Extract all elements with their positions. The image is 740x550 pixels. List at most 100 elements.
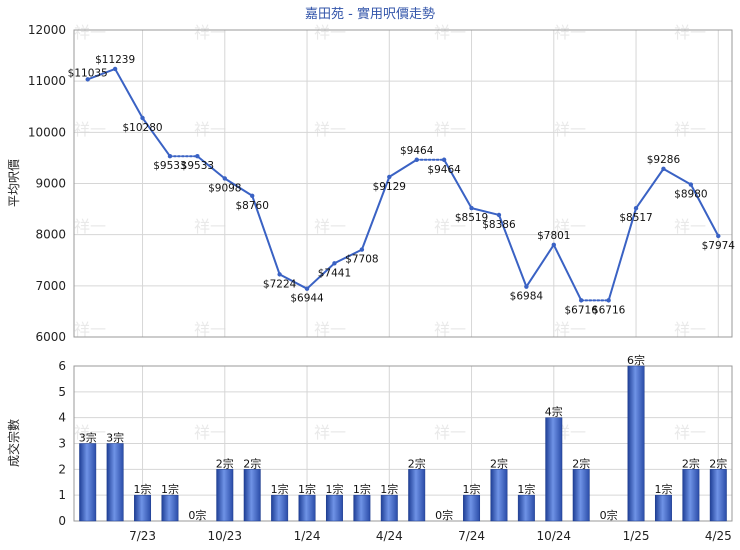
x-tick-label: 4/24 [376, 529, 403, 543]
price-point [414, 157, 419, 162]
volume-bar-label: 1宗 [353, 482, 371, 496]
watermark-text: 祥一 [554, 120, 586, 139]
price-point [524, 284, 529, 289]
price-line-segment [114, 67, 144, 120]
x-tick-label: 7/24 [458, 529, 485, 543]
volume-bar [271, 494, 289, 522]
price-y-tick-label: 8000 [35, 228, 66, 242]
watermark-text: 祥一 [674, 23, 706, 42]
volume-y-ticks: 0 1 2 3 4 5 6 [58, 359, 66, 528]
price-line-segment [278, 273, 309, 290]
watermark-text: 祥一 [314, 217, 346, 236]
price-point-label: $6716 [565, 304, 599, 316]
volume-bar [490, 469, 508, 522]
price-line-segment [470, 207, 500, 216]
watermark-text: 祥一 [674, 320, 706, 339]
volume-bar [325, 494, 343, 522]
volume-bars [79, 365, 727, 522]
price-point [112, 66, 118, 72]
volume-bar-label: 1宗 [161, 482, 179, 496]
watermark-text: 祥一 [674, 423, 706, 442]
watermark-text: 祥一 [74, 217, 106, 236]
price-point [441, 157, 447, 162]
price-line-segment [223, 177, 254, 197]
price-point [387, 174, 392, 180]
volume-bar-label: 2宗 [709, 456, 727, 470]
watermark-text: 祥一 [194, 23, 226, 42]
price-y-tick-label: 12000 [28, 23, 66, 37]
price-line-segment [86, 67, 117, 81]
volume-bar-label: 2宗 [243, 456, 261, 470]
volume-bar [134, 494, 152, 522]
price-line-segment [251, 194, 281, 276]
price-line-segment [360, 175, 391, 251]
volume-bar-label: 2宗 [682, 456, 700, 470]
volume-bar [709, 469, 727, 522]
price-line-segment [662, 167, 692, 186]
price-point-labels: $11035$11239 $10280 $9533$9533 $9098 $8760 $7… [68, 54, 736, 316]
volume-bar-labels: 3宗 3宗 1宗 1宗 0宗 2宗 2宗 1宗 1宗 1宗 1宗 1宗 2宗 0宗 1宗 2宗 1宗 4宗 2宗 0宗… [79, 353, 728, 522]
watermark-text: 祥一 [434, 320, 466, 339]
price-point-label: $9098 [208, 182, 241, 194]
watermark-text: 祥一 [74, 423, 106, 442]
watermark-text: 祥一 [194, 217, 226, 236]
price-point-label: $7708 [345, 254, 378, 266]
price-line-segment [525, 243, 555, 288]
price-y-tick-label: 10000 [28, 125, 66, 139]
price-point [716, 233, 721, 239]
price-point [277, 272, 282, 277]
price-y-ticks: 6000 7000 8000 9000 10000 11000 12000 [28, 23, 66, 344]
price-y-tick-label: 9000 [35, 177, 66, 191]
price-point-label: $10280 [122, 122, 162, 134]
price-line-segment [635, 167, 665, 210]
price-point-label: $11239 [95, 54, 135, 66]
price-plot-frame [73, 29, 733, 338]
volume-bar-label: 2宗 [572, 456, 590, 470]
volume-bar-label: 0宗 [600, 508, 618, 522]
volume-bar-label: 6宗 [627, 353, 645, 367]
x-tick-label: 1/24 [294, 529, 321, 543]
volume-y-tick-label: 2 [58, 462, 66, 476]
watermark-text: 祥一 [74, 320, 106, 339]
price-line-segment [552, 243, 583, 302]
price-point-label: $7224 [263, 278, 297, 290]
price-y-axis-title: 平均呎價 [7, 159, 21, 207]
price-point-label: $7441 [318, 267, 351, 279]
price-point-label: $8760 [236, 200, 269, 212]
watermark-text: 祥一 [674, 120, 706, 139]
volume-bar [682, 469, 700, 522]
price-point-label: $7801 [537, 230, 570, 242]
watermark-text: 祥一 [554, 320, 586, 339]
price-y-tick-label: 6000 [35, 330, 66, 344]
watermark-text: 祥一 [434, 423, 466, 442]
volume-bar-label: 2宗 [490, 456, 508, 470]
x-tick-label: 7/23 [129, 529, 156, 543]
volume-y-axis-title: 成交宗數 [6, 419, 21, 467]
watermark-text: 祥一 [314, 120, 346, 139]
volume-bar-label: 1宗 [134, 482, 152, 496]
price-point-label: $9286 [647, 154, 681, 166]
price-point [661, 166, 666, 172]
price-y-tick-label: 7000 [35, 279, 66, 293]
watermark-text: 祥一 [74, 120, 106, 139]
watermark-text: 祥一 [554, 217, 586, 236]
volume-bar-label: 4宗 [545, 405, 563, 419]
price-line-segment [196, 155, 226, 180]
watermark-text: 祥一 [554, 23, 586, 42]
price-point-label: $8517 [619, 212, 652, 224]
watermark-text: 祥一 [74, 23, 106, 42]
volume-bar-label: 1宗 [654, 482, 672, 496]
price-line-segment [141, 117, 171, 158]
price-line-segment [306, 262, 336, 290]
volume-bar-label: 2宗 [408, 456, 426, 470]
price-point-label: $6716 [592, 304, 626, 316]
price-point [551, 242, 556, 248]
price-line-segment [333, 248, 363, 265]
x-tick-label: 10/24 [536, 529, 571, 543]
x-tick-label: 10/23 [207, 529, 242, 543]
volume-bar [463, 494, 481, 522]
price-line-segment [689, 183, 720, 237]
volume-bar [79, 443, 97, 522]
volume-y-tick-label: 4 [58, 411, 66, 425]
